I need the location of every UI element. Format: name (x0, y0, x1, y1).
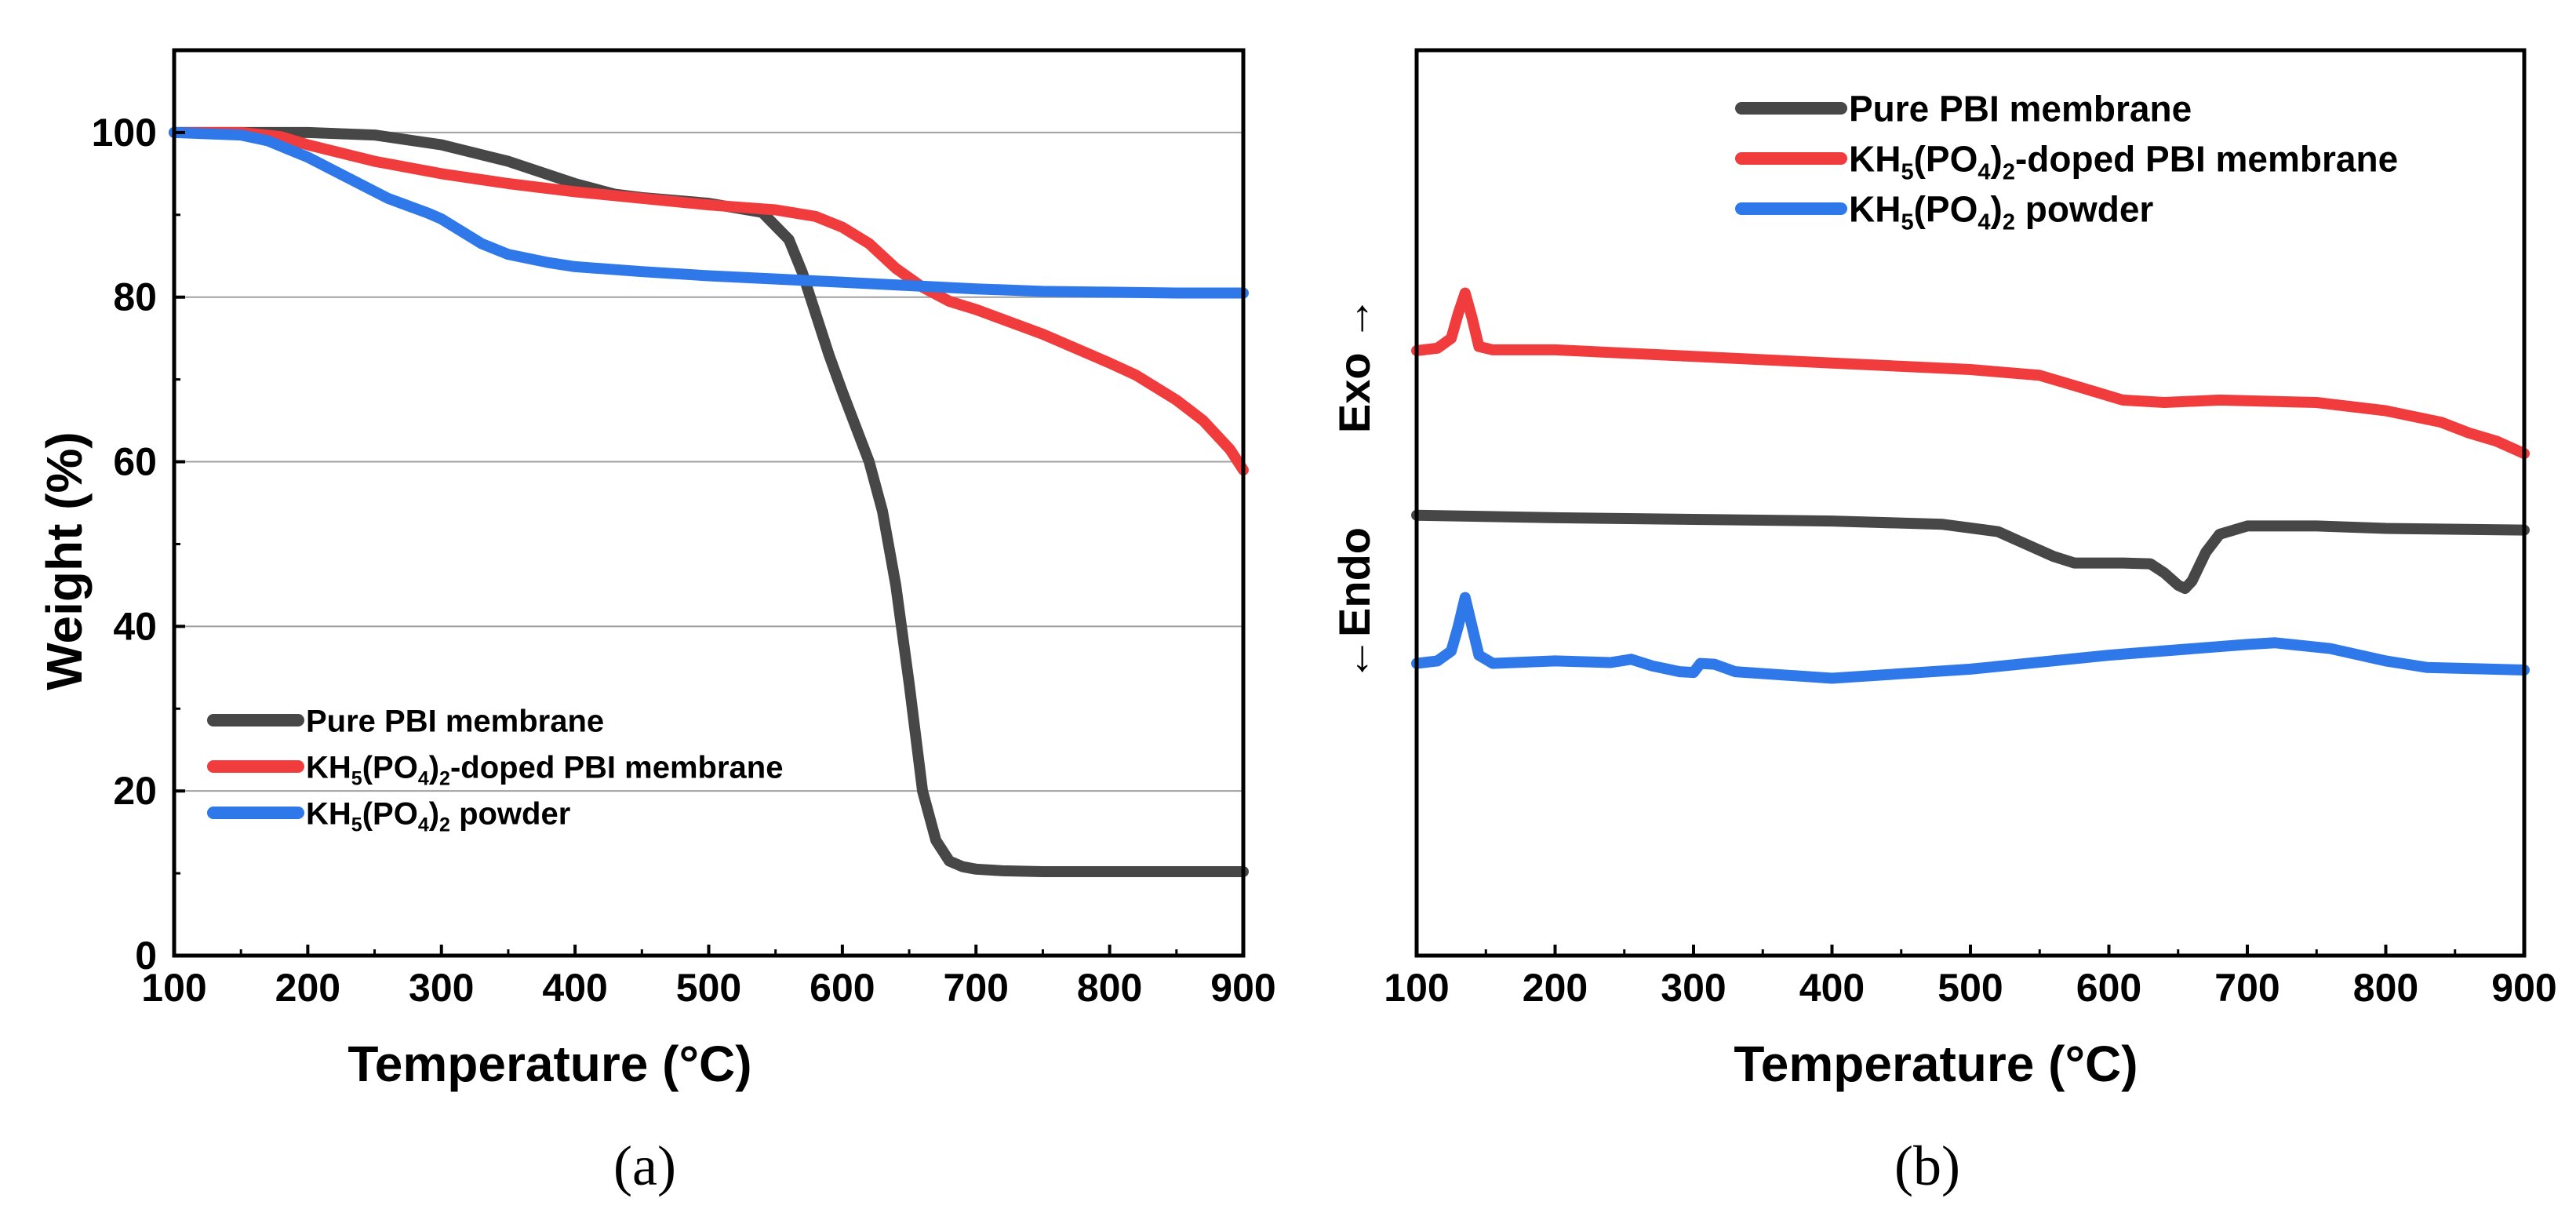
series-line-pure (1411, 509, 2530, 595)
y-tick-label-40: 40 (113, 604, 157, 648)
panel-b-x-ticks: 100 200 300 400 500 600 700 800 900 (1384, 945, 2557, 1010)
panel-a-y-axis-label: Weight (%) (36, 432, 93, 690)
x-tick-label-400: 400 (1799, 966, 1865, 1010)
x-tick-label-800: 800 (1077, 966, 1142, 1010)
x-tick-label-300: 300 (409, 966, 474, 1010)
panel-a-series (169, 126, 1249, 877)
panel-a-x-ticks: 100 200 300 400 500 600 700 800 900 (141, 945, 1276, 1010)
x-tick-label-600: 600 (810, 966, 875, 1010)
y-tick-label-20: 20 (113, 769, 157, 813)
panel-b-exo-label: Exo → (1330, 297, 1379, 433)
panel-a-gridlines (174, 131, 1243, 792)
panel-b-x-axis-label: Temperature (°C) (1734, 1036, 2138, 1092)
legend-label-powder: KH5(PO4)2 powder (306, 796, 570, 836)
legend-label-doped: KH5(PO4)2-doped PBI membrane (306, 750, 783, 789)
x-tick-label-900: 900 (2491, 966, 2556, 1010)
x-tick-label-200: 200 (275, 966, 340, 1010)
panel-a-legend: Pure PBI membrane KH5(PO4)2-doped PBI mem… (207, 704, 783, 836)
x-tick-label-500: 500 (676, 966, 741, 1010)
x-tick-label-200: 200 (1523, 966, 1588, 1010)
x-tick-label-700: 700 (2214, 966, 2279, 1010)
series-line-doped (1411, 287, 2530, 460)
y-tick-label-60: 60 (113, 440, 157, 484)
x-tick-label-500: 500 (1937, 966, 2003, 1010)
x-tick-label-800: 800 (2353, 966, 2418, 1010)
legend-label-powder: KH5(PO4)2 powder (1849, 189, 2153, 235)
x-tick-label-400: 400 (542, 966, 607, 1010)
series-line-doped (169, 126, 1249, 475)
panel-a-x-axis-label: Temperature (°C) (347, 1036, 751, 1092)
panel-b-legend: Pure PBI membrane KH5(PO4)2-doped PBI mem… (1735, 89, 2398, 235)
legend-label-doped: KH5(PO4)2-doped PBI membrane (1849, 139, 2398, 185)
y-tick-label-0: 0 (135, 934, 157, 978)
panel-b-endo-label: ←Endo (1330, 527, 1379, 681)
x-tick-label-100: 100 (141, 966, 206, 1010)
y-tick-label-80: 80 (113, 275, 157, 319)
x-tick-label-100: 100 (1384, 966, 1449, 1010)
panel-b-label: (b) (1894, 1134, 1960, 1197)
panel-a-label: (a) (613, 1134, 676, 1197)
x-tick-label-300: 300 (1661, 966, 1726, 1010)
x-tick-label-700: 700 (944, 966, 1009, 1010)
y-tick-label-100: 100 (92, 111, 157, 155)
x-tick-label-900: 900 (1210, 966, 1275, 1010)
panel-b-chart: 100 200 300 400 500 600 700 800 900 Pure PBI mem… (1330, 48, 2557, 1197)
series-line-powder (169, 126, 1249, 299)
panel-a-y-ticks: 0 20 40 60 80 100 (92, 111, 185, 978)
series-line-powder (1411, 592, 2530, 684)
panel-b-series (1411, 287, 2530, 684)
panel-a-chart: 100 200 300 400 500 600 700 800 900 0 20 40 60 80 100… (36, 48, 1276, 1197)
series-line-pure (169, 126, 1249, 877)
panel-b-plot-frame (1414, 48, 2527, 958)
legend-label-pure: Pure PBI membrane (1849, 89, 2192, 129)
legend-label-pure: Pure PBI membrane (306, 704, 604, 738)
x-tick-label-600: 600 (2076, 966, 2141, 1010)
